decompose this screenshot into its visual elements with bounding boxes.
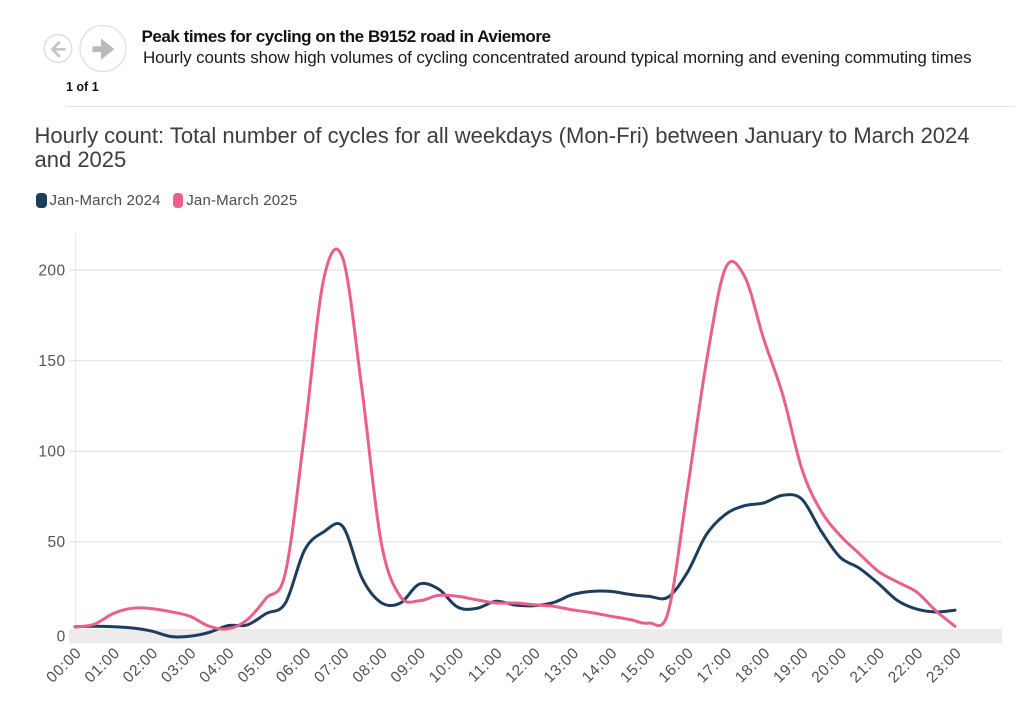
svg-text:19:00: 19:00 [770, 644, 812, 686]
svg-text:09:00: 09:00 [388, 644, 430, 686]
svg-text:07:00: 07:00 [311, 644, 353, 686]
svg-text:00:00: 00:00 [43, 644, 85, 686]
svg-text:16:00: 16:00 [655, 644, 697, 686]
svg-text:14:00: 14:00 [579, 644, 621, 686]
svg-text:05:00: 05:00 [235, 644, 277, 686]
svg-text:15:00: 15:00 [617, 644, 659, 686]
svg-text:03:00: 03:00 [158, 644, 200, 686]
svg-text:0: 0 [57, 628, 66, 645]
svg-text:01:00: 01:00 [82, 644, 124, 686]
svg-text:02:00: 02:00 [120, 644, 162, 686]
svg-text:04:00: 04:00 [196, 644, 238, 686]
svg-text:06:00: 06:00 [273, 644, 315, 686]
svg-text:22:00: 22:00 [885, 644, 927, 686]
svg-text:23:00: 23:00 [923, 644, 965, 686]
svg-text:18:00: 18:00 [732, 644, 774, 686]
svg-text:17:00: 17:00 [694, 644, 736, 686]
svg-text:12:00: 12:00 [502, 644, 544, 686]
svg-text:150: 150 [38, 353, 65, 370]
svg-text:20:00: 20:00 [808, 644, 850, 686]
svg-text:08:00: 08:00 [349, 644, 391, 686]
svg-text:100: 100 [38, 444, 65, 461]
svg-text:11:00: 11:00 [465, 644, 506, 685]
svg-text:10:00: 10:00 [426, 644, 468, 686]
svg-text:13:00: 13:00 [541, 644, 583, 686]
svg-text:21:00: 21:00 [847, 644, 889, 686]
svg-text:200: 200 [38, 262, 65, 279]
svg-text:50: 50 [47, 534, 65, 551]
